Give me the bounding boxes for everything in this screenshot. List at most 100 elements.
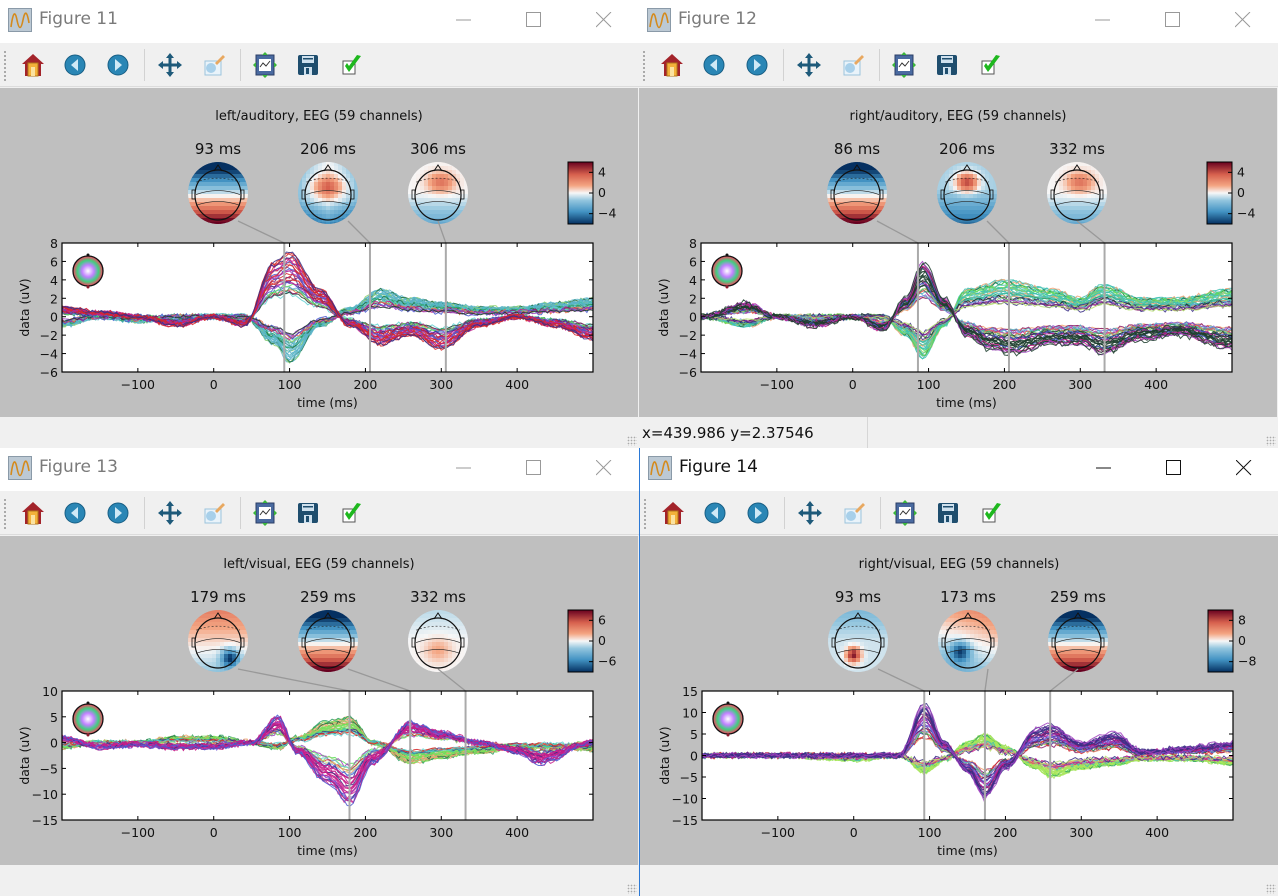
topomap-cell: [1099, 206, 1104, 211]
pan-button[interactable]: [796, 499, 824, 527]
home-button[interactable]: [19, 499, 47, 527]
minimize-button[interactable]: [1081, 448, 1127, 488]
figure-canvas[interactable]: left/auditory, EEG (59 channels) −100 0 100…: [0, 88, 638, 417]
maximize-button[interactable]: [1151, 448, 1197, 488]
topomap-cell: [212, 670, 217, 672]
topomap-cell: [298, 670, 303, 672]
back-button[interactable]: [61, 499, 89, 527]
pan-button[interactable]: [156, 499, 184, 527]
maximize-button[interactable]: [511, 0, 557, 40]
topomap-cell: [220, 614, 225, 619]
zoom-button[interactable]: [199, 51, 227, 79]
title-bar[interactable]: Figure 14: [640, 448, 1278, 491]
close-button[interactable]: [581, 448, 627, 488]
topomap-cell: [416, 182, 421, 187]
figure-canvas[interactable]: right/auditory, EEG (59 channels) −100 0 10…: [639, 88, 1277, 417]
minimize-button[interactable]: [1080, 0, 1126, 40]
zoom-button[interactable]: [839, 499, 867, 527]
close-button[interactable]: [581, 0, 627, 40]
topomap-cell: [432, 206, 437, 211]
topomap-cell: [937, 218, 942, 223]
topomap-cell: [350, 638, 355, 643]
figure-canvas[interactable]: left/visual, EEG (59 channels) −100 0 100 20…: [0, 536, 638, 865]
save-button[interactable]: [934, 499, 962, 527]
topomap-cell: [440, 166, 445, 171]
zoom-button[interactable]: [838, 51, 866, 79]
zoom-button[interactable]: [199, 499, 227, 527]
forward-button[interactable]: [743, 51, 771, 79]
minimize-button[interactable]: [441, 448, 487, 488]
save-button[interactable]: [294, 51, 322, 79]
topomap-cell: [883, 162, 887, 167]
resize-grip[interactable]: [627, 884, 637, 894]
home-button[interactable]: [19, 51, 47, 79]
maximize-button[interactable]: [1150, 0, 1196, 40]
edit-button[interactable]: [976, 51, 1004, 79]
subplots-button[interactable]: [891, 499, 919, 527]
topomap-cell: [334, 218, 339, 223]
save-button[interactable]: [294, 499, 322, 527]
resize-grip[interactable]: [1266, 884, 1276, 894]
topomap-cell: [1088, 614, 1093, 619]
minimize-button[interactable]: [441, 0, 487, 40]
topomap-cell: [1051, 166, 1056, 171]
toolbar-grip[interactable]: [644, 499, 646, 529]
y-tick-label: 0: [50, 736, 58, 751]
forward-button[interactable]: [744, 499, 772, 527]
pan-button[interactable]: [156, 51, 184, 79]
edit-button[interactable]: [337, 499, 365, 527]
topomap-cell: [342, 642, 347, 647]
topomap-cell: [981, 186, 986, 191]
figure-canvas[interactable]: right/visual, EEG (59 channels) −100 0 100 2…: [640, 536, 1278, 865]
topomap-cell: [310, 190, 315, 195]
title-bar[interactable]: Figure 11: [0, 0, 639, 43]
toolbar-grip[interactable]: [4, 499, 6, 529]
y-tick-label: −15: [672, 813, 698, 828]
topomap-cell: [216, 182, 221, 187]
topomap-cell: [989, 174, 994, 179]
topomap-cell: [412, 222, 417, 224]
topomap-cell: [965, 198, 970, 203]
topomap-cell: [192, 654, 197, 659]
close-button[interactable]: [1220, 0, 1266, 40]
save-button[interactable]: [933, 51, 961, 79]
topomap-cell: [884, 614, 888, 619]
topomap-cell: [408, 194, 413, 199]
close-button[interactable]: [1221, 448, 1267, 488]
subplots-button[interactable]: [251, 51, 279, 79]
home-button[interactable]: [659, 499, 687, 527]
topomap-cell: [1064, 670, 1069, 672]
toolbar-grip[interactable]: [643, 51, 645, 81]
resize-grip[interactable]: [627, 436, 637, 446]
topomap-cell: [420, 162, 425, 167]
title-bar[interactable]: Figure 12: [639, 0, 1278, 43]
topomap-cell: [1095, 190, 1100, 195]
toolbar-grip[interactable]: [4, 51, 6, 81]
back-button[interactable]: [700, 51, 728, 79]
forward-button[interactable]: [104, 51, 132, 79]
resize-grip[interactable]: [1266, 436, 1276, 446]
title-bar[interactable]: Figure 13: [0, 448, 639, 491]
colorbar-tick-label: 4: [598, 164, 606, 179]
topomap-cell: [941, 206, 946, 211]
home-button[interactable]: [658, 51, 686, 79]
topomap-cell: [354, 166, 358, 171]
back-button[interactable]: [701, 499, 729, 527]
topomap-cell: [350, 658, 355, 663]
subplots-button[interactable]: [890, 51, 918, 79]
edit-button[interactable]: [337, 51, 365, 79]
subplots-button[interactable]: [251, 499, 279, 527]
edit-button[interactable]: [977, 499, 1005, 527]
topomap-cell: [232, 626, 237, 631]
forward-button[interactable]: [104, 499, 132, 527]
topomap-cell: [1055, 166, 1060, 171]
topomap-cell: [863, 186, 868, 191]
topomap-cell: [864, 670, 869, 672]
pan-button[interactable]: [795, 51, 823, 79]
topomap-cell: [946, 614, 951, 619]
maximize-button[interactable]: [511, 448, 557, 488]
topomap-cell: [318, 610, 323, 615]
topomap-cell: [1052, 666, 1057, 671]
back-button[interactable]: [61, 51, 89, 79]
colorbar-tick-label: 0: [1238, 633, 1246, 648]
